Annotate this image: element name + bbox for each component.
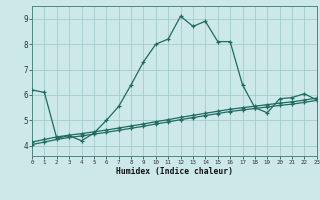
X-axis label: Humidex (Indice chaleur): Humidex (Indice chaleur)	[116, 167, 233, 176]
